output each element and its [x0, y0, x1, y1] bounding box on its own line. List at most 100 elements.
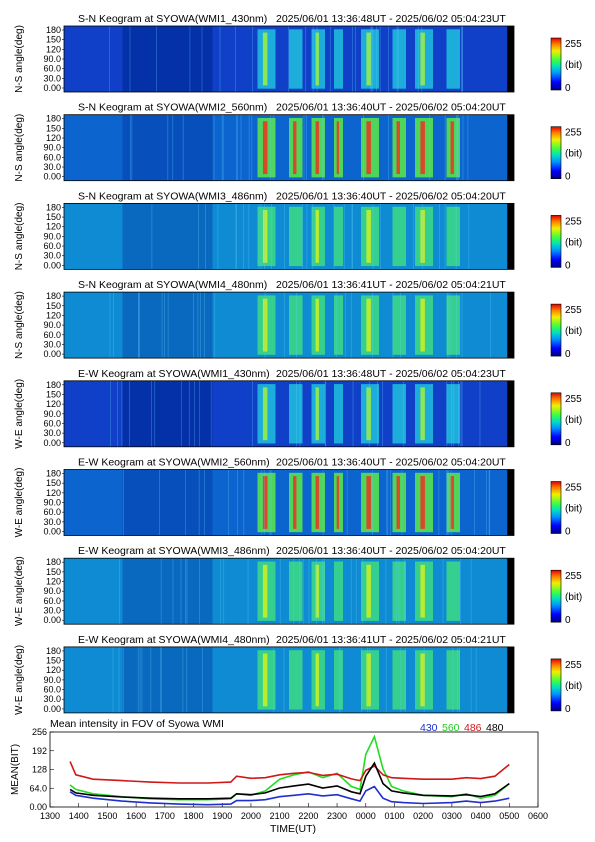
colorbar-unit: (bit) [565, 592, 582, 603]
keogram-y-tick-label: 60.0 [43, 507, 61, 517]
keogram-streak [299, 558, 301, 625]
keogram-streak [110, 380, 111, 447]
keogram-y-tick-label: 30.0 [43, 339, 61, 349]
keogram-streak [221, 114, 223, 181]
x-tick-label: 2000 [241, 811, 261, 821]
keogram-streak [236, 203, 238, 270]
keogram-streak [467, 114, 469, 181]
colorbar-gradient [550, 658, 562, 712]
keogram-streak [404, 558, 405, 625]
keogram-y-axis-label: N-S angle(deg) [14, 114, 25, 182]
keogram-streak [346, 469, 348, 536]
keogram-streak [450, 469, 452, 536]
aurora-band [334, 206, 343, 267]
aurora-band-core [396, 476, 400, 529]
keogram-streak [308, 558, 310, 625]
keogram-streak [352, 380, 354, 447]
keogram-y-tick-label: 120 [46, 488, 61, 498]
keogram-y-tick-label: 150 [46, 656, 61, 666]
keogram-streak [474, 469, 475, 536]
keogram-streak [193, 292, 194, 359]
keogram-y-tick-label: 0.00 [43, 260, 61, 270]
keogram-streak [379, 26, 381, 92]
panel-time-range: 2025/06/01 13:36:40UT - 2025/06/02 05:04… [276, 190, 506, 202]
keogram-y-tick-label: 120 [46, 222, 61, 232]
colorbar-gradient [550, 481, 562, 534]
colorbar-unit: (bit) [565, 60, 582, 71]
aurora-band [334, 650, 343, 710]
y-tick-label: 256 [32, 727, 47, 737]
keogram-streak [180, 380, 182, 447]
keogram-streak [323, 114, 325, 181]
keogram-daylight-mask [507, 380, 514, 447]
aurora-band-core [315, 476, 319, 529]
keogram-streak [185, 558, 187, 625]
keogram-streak [417, 26, 419, 92]
aurora-band-core [293, 121, 297, 175]
colorbar-max: 255 [565, 216, 582, 227]
keogram-streak [151, 203, 153, 270]
keogram-streak [343, 203, 345, 270]
keogram-streak [189, 26, 191, 92]
keogram-streak [283, 646, 285, 713]
keogram-streak [270, 114, 272, 181]
colorbar: 255 (bit) 0 [550, 37, 582, 94]
keogram-dark-section [122, 114, 213, 181]
series-line-480 [69, 761, 510, 800]
keogram-y-axis-label: N-S angle(deg) [14, 291, 25, 359]
keogram-streak [138, 292, 140, 359]
keogram-streak [270, 469, 272, 536]
x-tick-label: 0000 [356, 811, 376, 821]
keogram-streak [422, 203, 424, 270]
keogram-streak [118, 558, 120, 625]
keogram-y-tick-label: 150 [46, 35, 61, 45]
aurora-band-core [366, 564, 371, 618]
keogram-streak [355, 558, 357, 625]
aurora-band-core [293, 476, 297, 529]
aurora-band [446, 29, 460, 89]
keogram-daylight-mask [507, 292, 514, 359]
colorbar-max: 255 [565, 483, 582, 494]
keogram-streak [396, 26, 398, 92]
keogram-streak [439, 203, 440, 270]
aurora-band-core [366, 387, 371, 441]
keogram-daylight-mask [507, 114, 514, 181]
aurora-band [289, 650, 303, 710]
keogram-dark-section [122, 26, 213, 92]
keogram-streak [160, 646, 161, 713]
keogram-streak [164, 292, 165, 359]
keogram-streak [453, 380, 455, 447]
panel-title: S-N Keogram at SYOWA(WMI4_480nm) [78, 279, 267, 291]
keogram-streak [243, 203, 244, 270]
aurora-band-core [336, 121, 339, 175]
aurora-band-core [420, 121, 425, 175]
keogram-y-tick-label: 90.0 [43, 231, 61, 241]
keogram-panel: S-N Keogram at SYOWA(WMI3_486nm) 2025/06/… [14, 190, 582, 271]
aurora-band [446, 295, 460, 355]
panel-title: E-W Keogram at SYOWA(WMI2_560nm) [78, 457, 270, 469]
keogram-streak [271, 203, 272, 270]
keogram-panel: E-W Keogram at SYOWA(WMI3_486nm) 2025/06/… [14, 545, 582, 626]
keogram-streak [462, 114, 464, 181]
keogram-y-tick-label: 30.0 [43, 694, 61, 704]
keogram-streak [198, 469, 200, 536]
keogram-streak [279, 558, 281, 625]
keogram-frame [63, 291, 515, 359]
keogram-streak [369, 646, 371, 713]
keogram-streak [461, 292, 463, 359]
keogram-streak [457, 114, 459, 181]
series-line-486 [69, 761, 510, 784]
x-tick-label: 1300 [40, 811, 60, 821]
keogram-streak [458, 380, 460, 447]
keogram-streak [210, 380, 212, 447]
keogram-y-tick-label: 150 [46, 123, 61, 133]
x-axis-label: TIME(UT) [270, 823, 316, 835]
keogram-streak [240, 114, 242, 181]
keogram-y-tick-label: 180 [46, 25, 61, 35]
keogram-streak [338, 646, 340, 713]
keogram-y-tick-label: 60.0 [43, 152, 61, 162]
keogram-y-tick-label: 60.0 [43, 64, 61, 74]
keogram-streak [361, 646, 363, 713]
aurora-band [289, 561, 303, 621]
colorbar-gradient [550, 126, 562, 179]
